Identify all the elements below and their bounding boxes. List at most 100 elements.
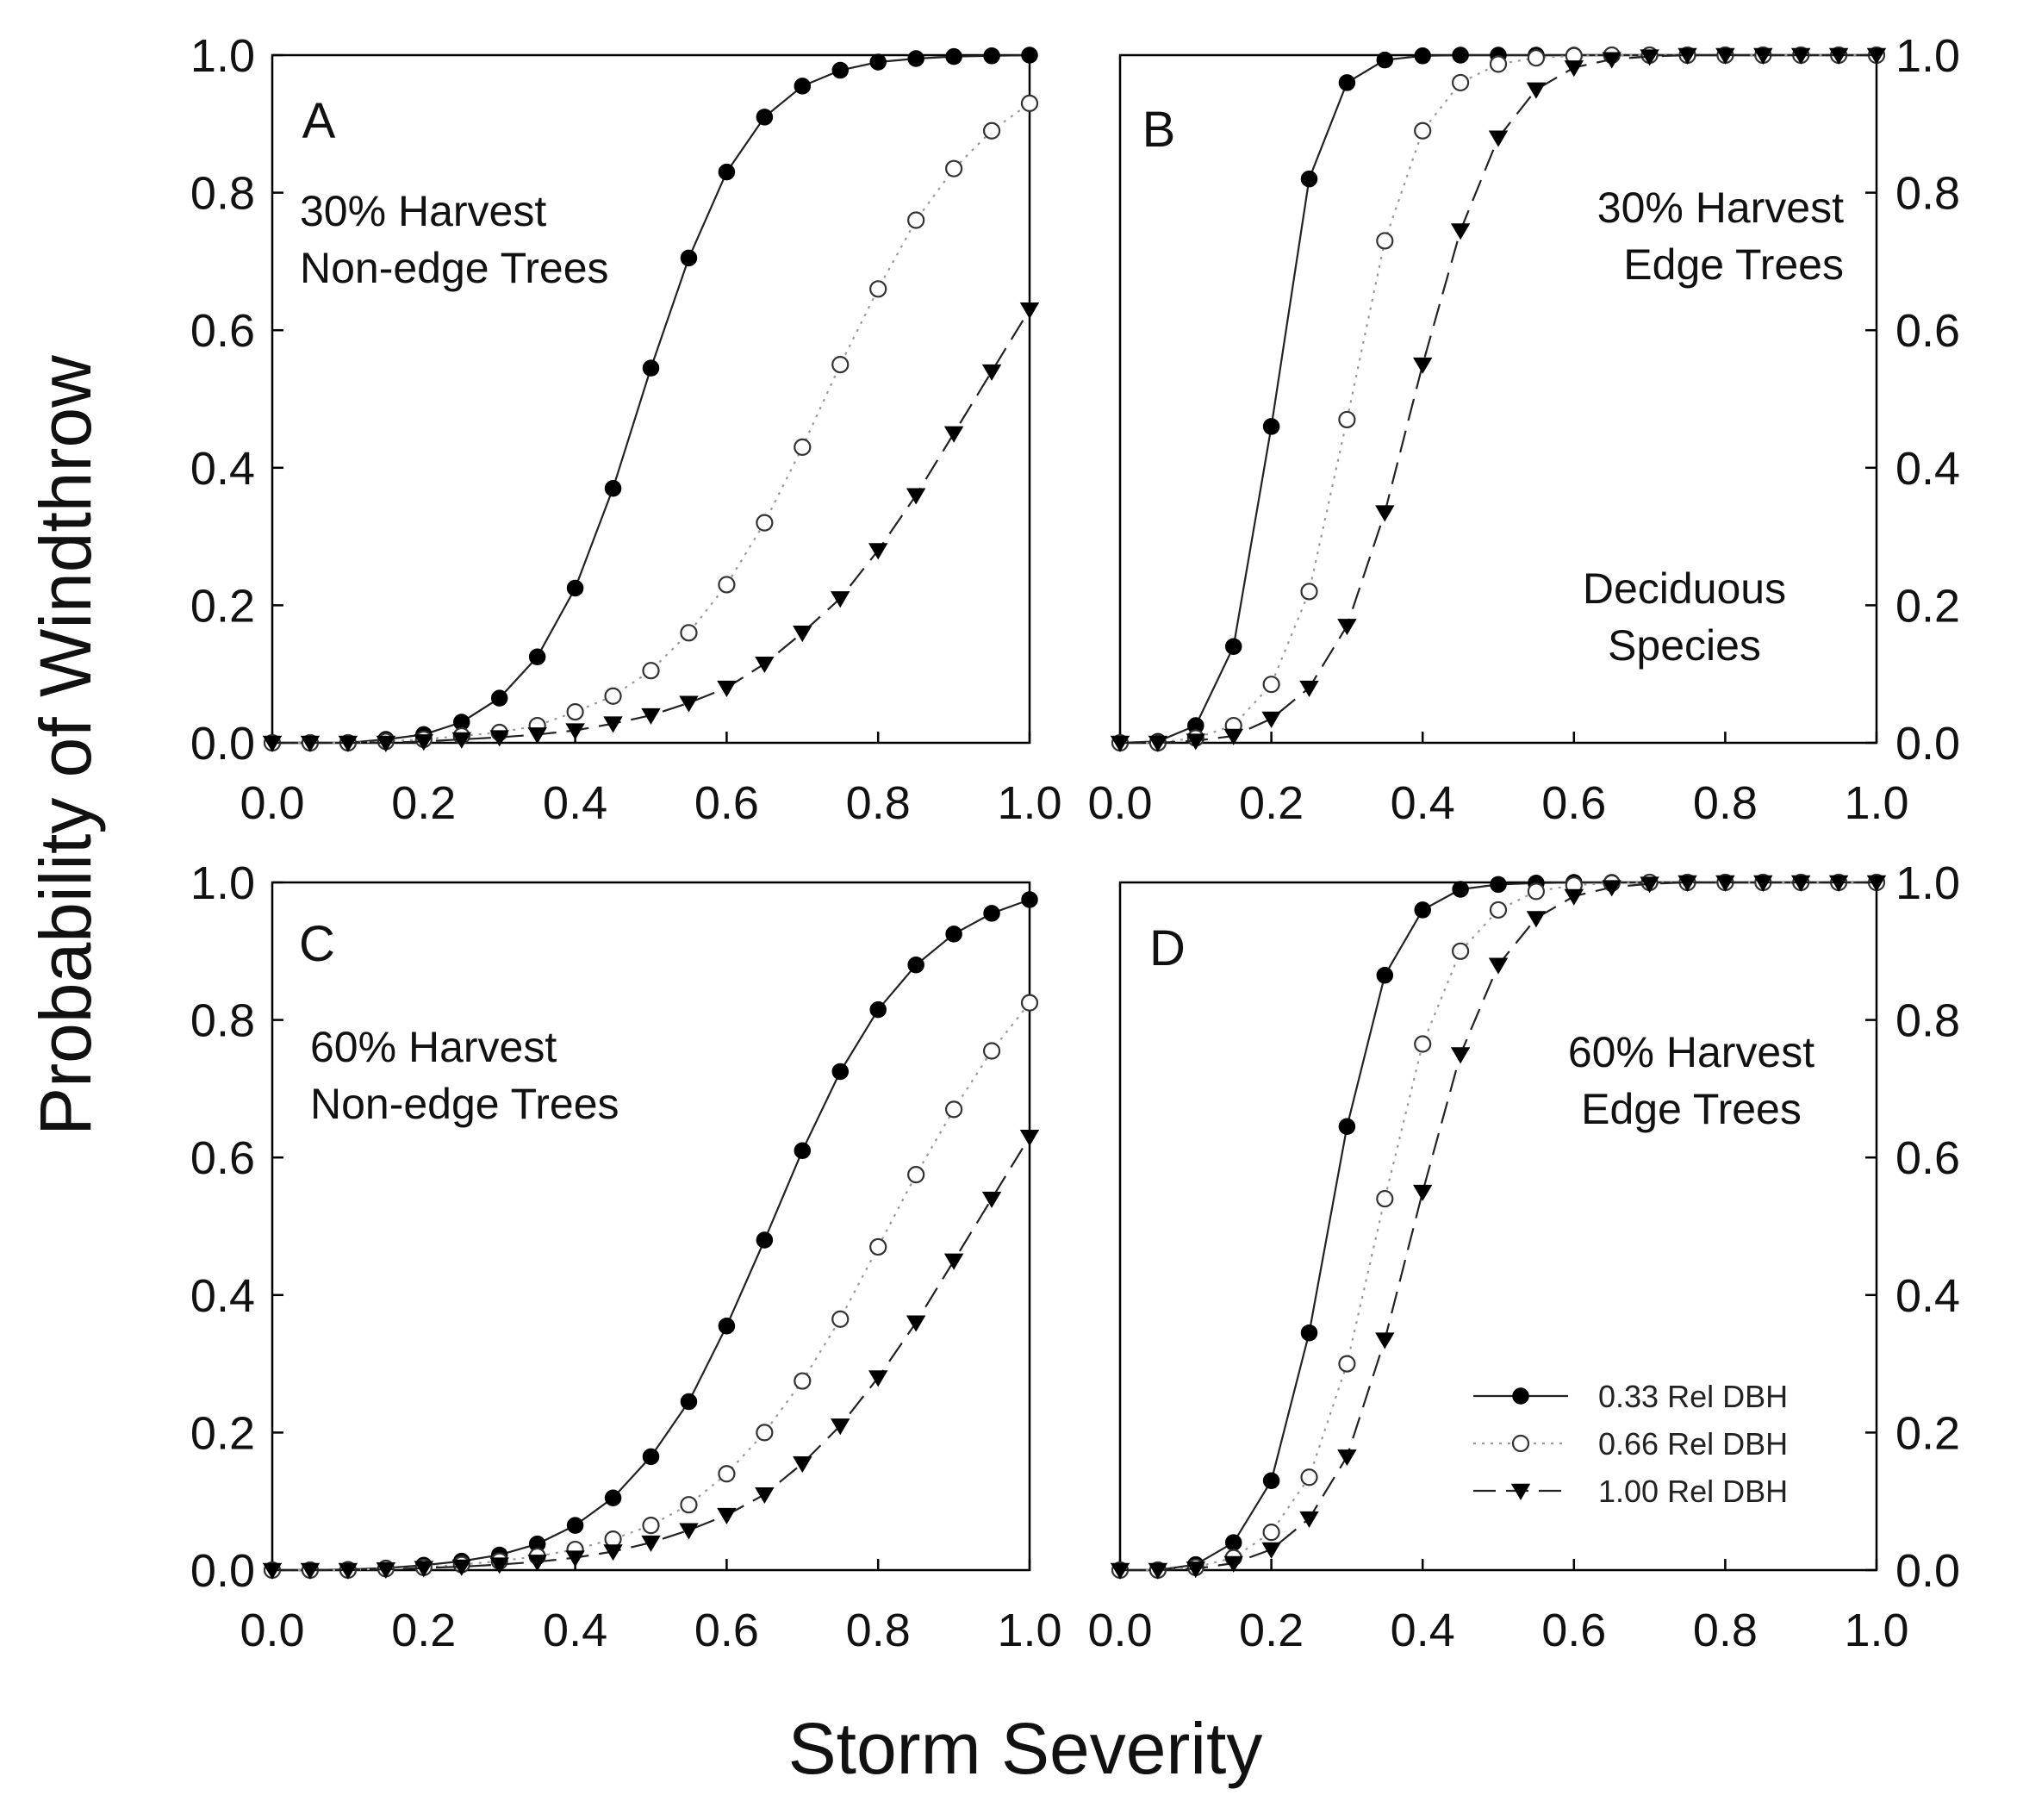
data-point [1489, 901, 1508, 919]
data-point [1451, 73, 1470, 92]
data-point [603, 1544, 623, 1561]
panel-letter: A [302, 93, 336, 149]
x-tick-label: 0.8 [1693, 777, 1758, 829]
data-point [982, 122, 1001, 140]
data-point [262, 735, 283, 752]
data-point [680, 1496, 698, 1514]
data-point [1376, 51, 1394, 69]
x-tick-label: 1.0 [997, 777, 1061, 829]
x-tick-label: 0.4 [543, 777, 607, 829]
y-tick-label: 0.4 [1895, 1270, 1960, 1322]
data-point [1490, 876, 1507, 894]
legend-marker [1511, 1434, 1530, 1453]
data-point [604, 687, 622, 705]
data-point [907, 1166, 925, 1184]
y-tick-label: 0.4 [1895, 443, 1960, 495]
data-point [1414, 47, 1431, 65]
data-point [338, 1562, 358, 1580]
data-point [1338, 1355, 1356, 1373]
series-3 [262, 1129, 1040, 1580]
data-point [756, 514, 774, 532]
data-point [718, 1317, 736, 1335]
data-point [945, 926, 962, 943]
data-point [1414, 901, 1431, 919]
data-point [451, 1559, 471, 1576]
y-tick-label: 1.0 [1895, 30, 1960, 82]
legend-label: 1.00 Rel DBH [1598, 1474, 1788, 1509]
data-point [527, 1555, 547, 1572]
data-point [1376, 1189, 1394, 1208]
data-point [1489, 55, 1508, 73]
data-point [1300, 1324, 1318, 1342]
data-point [1262, 676, 1280, 694]
data-point [1224, 1534, 1242, 1551]
data-point [831, 591, 850, 608]
y-tick-label: 0.6 [190, 1132, 255, 1184]
data-point [376, 1561, 396, 1580]
plot-frame [271, 881, 1031, 1572]
data-point [718, 1465, 736, 1483]
data-point [1412, 1184, 1433, 1201]
data-point [983, 905, 1000, 922]
data-point [1564, 888, 1584, 906]
legend-label: 0.33 Rel DBH [1598, 1379, 1788, 1414]
y-tick-label: 0.2 [190, 580, 255, 632]
data-point [717, 1507, 737, 1524]
data-point [1261, 1542, 1281, 1559]
data-point [1564, 60, 1584, 78]
data-point [604, 479, 622, 497]
x-tick-label: 0.2 [391, 777, 456, 829]
data-point [679, 695, 699, 713]
data-point [1790, 875, 1811, 892]
data-point [1020, 994, 1039, 1012]
data-point [906, 488, 926, 505]
data-point [566, 579, 584, 597]
data-point [831, 61, 849, 79]
x-tick-label: 0.0 [240, 777, 304, 829]
series-1 [1111, 47, 1885, 751]
data-point [566, 702, 584, 721]
data-point [1753, 875, 1773, 892]
data-point [1223, 1555, 1243, 1573]
data-point [1451, 942, 1470, 960]
series-3 [1110, 47, 1887, 752]
panel-annotation: Edge Trees [1623, 240, 1844, 289]
data-point [1338, 1118, 1356, 1136]
x-tick-label: 1.0 [997, 1605, 1061, 1656]
data-point [793, 1456, 812, 1474]
x-tick-label: 0.4 [1391, 1605, 1455, 1656]
data-point [1640, 49, 1659, 66]
data-point [414, 1561, 434, 1578]
data-point [1488, 130, 1509, 147]
panel-annotation: Deciduous [1583, 564, 1786, 613]
data-point [945, 47, 962, 65]
data-point [1337, 619, 1357, 636]
legend: 0.33 Rel DBH 0.66 Rel DBH 1.00 Rel DBH [1473, 1379, 1788, 1509]
x-tick-label: 0.8 [846, 1605, 911, 1656]
data-point [756, 1231, 774, 1249]
data-point [1753, 47, 1773, 65]
data-point [489, 1557, 509, 1574]
data-point [338, 735, 358, 752]
y-tick-label: 1.0 [1895, 857, 1960, 909]
data-point [1262, 1524, 1280, 1542]
y-tick-label: 0.6 [1895, 1132, 1960, 1184]
data-point [642, 662, 660, 680]
data-point [489, 730, 509, 747]
y-tick-label: 0.4 [190, 443, 255, 495]
data-point [869, 1237, 887, 1256]
data-point [1223, 728, 1243, 745]
panels-layer: 0.0 0.2 0.4 0.6 0.8 1.0 0.0 0.2 0.4 0.6 0.8 1.0 A 30%… [190, 30, 1960, 1656]
data-point [300, 1562, 321, 1580]
panel-annotation: 60% Harvest [1568, 1028, 1814, 1076]
y-tick-label: 0.4 [190, 1270, 255, 1322]
data-point [1678, 875, 1697, 892]
x-tick-label: 0.6 [1541, 777, 1606, 829]
data-point [1148, 735, 1168, 752]
data-point [907, 50, 924, 67]
y-tick-label: 0.0 [1895, 718, 1960, 770]
data-point [527, 727, 547, 745]
data-point [528, 648, 546, 665]
data-point [906, 1315, 926, 1332]
data-point [1450, 1047, 1471, 1064]
